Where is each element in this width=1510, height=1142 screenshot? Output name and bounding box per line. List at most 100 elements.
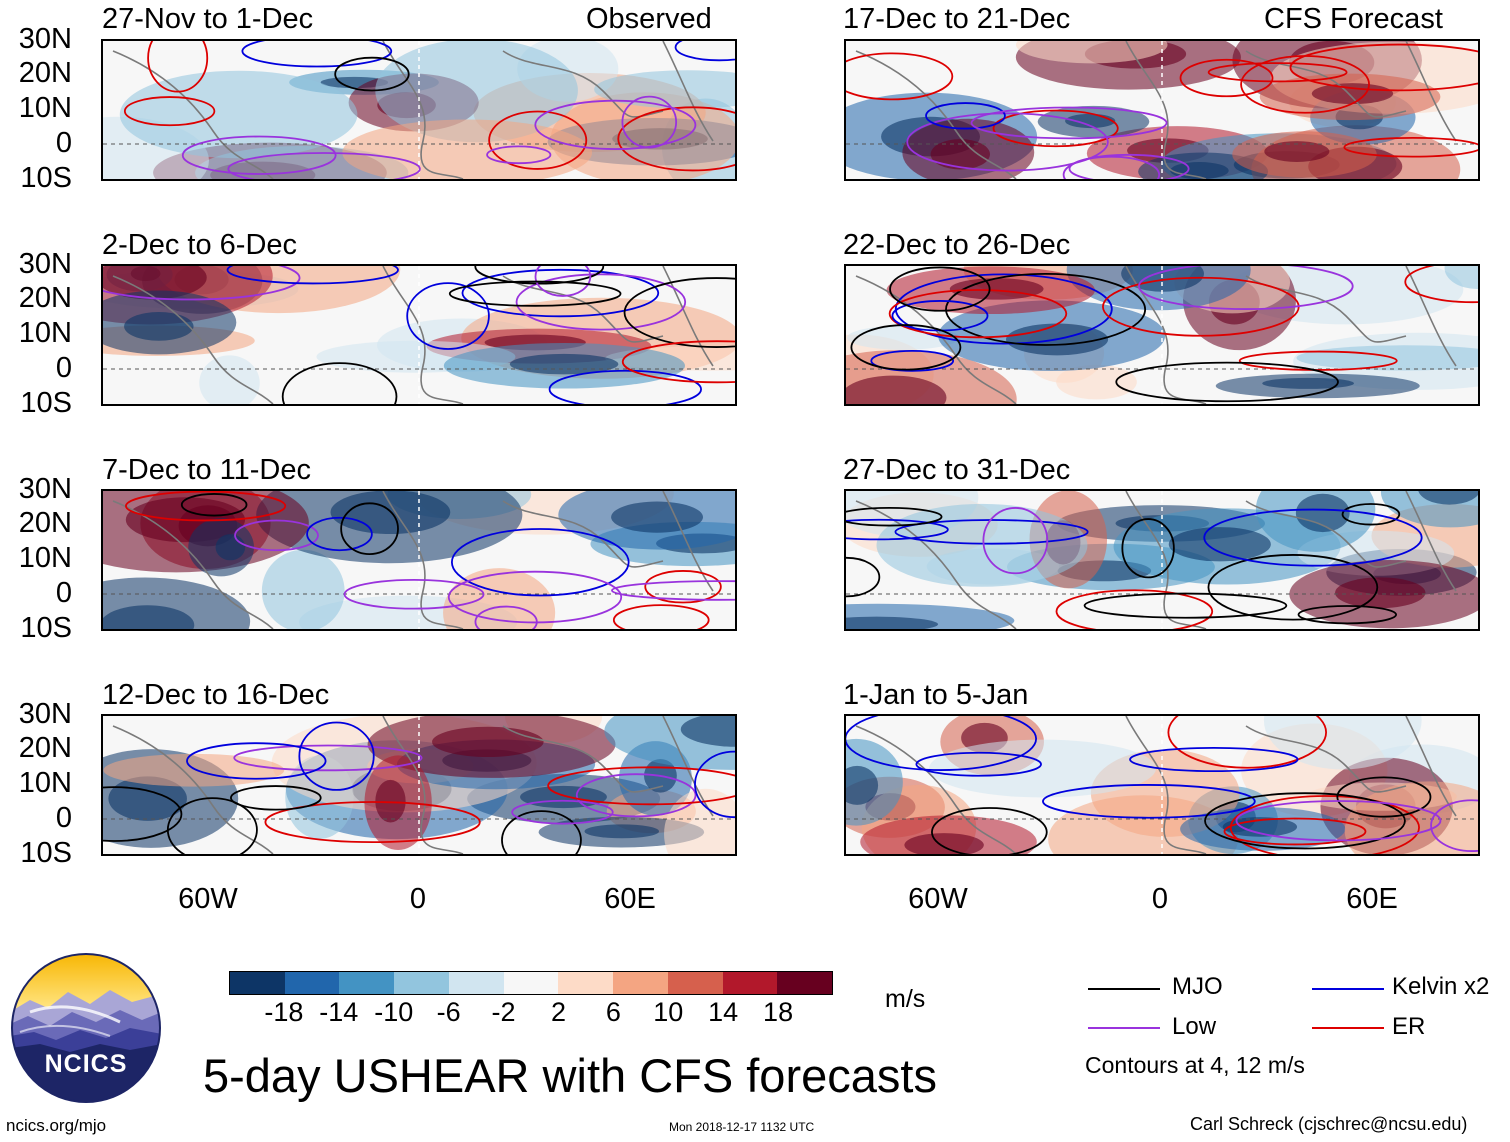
low-contour — [1062, 155, 1161, 179]
shear-region — [846, 325, 960, 350]
shear-core — [1222, 817, 1298, 837]
kelvin-contour — [925, 102, 1006, 130]
er-contour — [644, 570, 722, 604]
logo-text: NCICS — [44, 1050, 128, 1078]
shear-core — [680, 716, 735, 747]
shear-core — [1295, 493, 1350, 533]
colorbar-swatch — [558, 972, 614, 994]
mjo-contour — [1341, 503, 1401, 526]
shear-region — [375, 41, 578, 143]
shear-region — [1444, 266, 1478, 290]
shear-core — [1311, 83, 1394, 105]
mjo-contour — [931, 807, 1048, 854]
lat-label: 10N — [18, 767, 72, 799]
low-contour — [1430, 799, 1478, 852]
er-contour — [1207, 62, 1348, 83]
mjo-contour — [889, 266, 991, 312]
er-contour — [617, 106, 735, 172]
kelvin-contour — [298, 721, 375, 791]
mjo-contour — [846, 556, 881, 598]
shear-region — [342, 119, 592, 179]
lon-label: 0 — [1151, 883, 1169, 915]
mjo-contour — [166, 797, 258, 854]
ncics-logo: NCICS — [10, 952, 162, 1104]
legend-label: Kelvin x2 — [1392, 973, 1490, 1000]
lat-label: 20N — [18, 57, 72, 89]
footer-credit: Carl Schreck (cjschrec@ncsu.edu) — [1190, 1114, 1468, 1134]
kelvin-contour — [846, 518, 949, 541]
colorbar-tick-label: 6 — [605, 997, 621, 1027]
kelvin-contour — [1042, 784, 1256, 819]
shear-region — [594, 70, 735, 109]
mjo-contour — [334, 56, 410, 92]
mjo-contour — [850, 324, 962, 371]
kelvin-contour — [548, 369, 702, 404]
colorbar-swatch — [230, 972, 285, 994]
shear-core — [215, 534, 246, 561]
shear-core — [846, 765, 879, 805]
er-contour — [1404, 266, 1478, 304]
er-contour — [1055, 589, 1214, 629]
mjo-contour — [448, 280, 622, 307]
lat-label: 20N — [18, 732, 72, 764]
low-contour — [970, 106, 1168, 140]
mjo-contour — [1297, 605, 1398, 625]
colorbar-tick-label: -10 — [374, 997, 414, 1027]
shear-region — [876, 503, 1088, 587]
lon-label: 60E — [1346, 883, 1398, 915]
colorbar-tick-label: 14 — [708, 997, 739, 1027]
colorbar-swatch — [284, 972, 340, 994]
low-contour — [1138, 266, 1354, 310]
mjo-contour — [1207, 554, 1379, 621]
mjo-contour — [281, 362, 398, 404]
coastline — [112, 41, 714, 179]
panel-title: 27-Nov to 1-Dec — [102, 3, 314, 35]
mjo-contour — [1121, 518, 1175, 579]
er-contour — [1238, 350, 1398, 371]
footer-url[interactable]: ncics.org/mjo — [6, 1116, 107, 1135]
mjo-contour — [846, 506, 943, 527]
shear-core — [1262, 377, 1355, 389]
low-contour — [575, 773, 697, 818]
shear-core — [930, 139, 990, 170]
shear-core — [375, 779, 406, 823]
map-panel-1 — [101, 39, 737, 181]
er-contour — [1179, 58, 1274, 98]
kelvin-contour — [1203, 508, 1423, 567]
mjo-contour — [1204, 792, 1406, 850]
mjo-contour — [623, 277, 735, 348]
shear-core — [846, 375, 947, 404]
coastline — [112, 716, 714, 854]
shear-region — [1056, 364, 1137, 400]
colorbar-swatch — [667, 972, 723, 994]
er-contour — [547, 766, 735, 806]
kelvin-contour — [1129, 746, 1299, 773]
er-contour — [147, 41, 209, 93]
kelvin-contour — [226, 266, 399, 285]
contour-note: Contours at 4, 12 m/s — [1085, 1052, 1305, 1078]
shear-core — [520, 785, 607, 809]
low-contour — [233, 744, 423, 772]
legend-swatch-kelvin — [1312, 988, 1384, 990]
kelvin-contour — [694, 750, 735, 819]
low-contour — [511, 799, 614, 825]
er-contour — [621, 340, 735, 384]
lat-label: 30N — [18, 473, 72, 505]
map-panel-7 — [844, 489, 1480, 631]
er-contour — [992, 109, 1119, 148]
mjo-contour — [1336, 776, 1432, 818]
lat-label: 30N — [18, 248, 72, 280]
shear-core — [1335, 577, 1426, 609]
colorbar-tick-label: 2 — [550, 997, 566, 1027]
shear-core — [103, 605, 195, 629]
panel-tag: Observed — [586, 3, 712, 35]
shear-core — [846, 616, 939, 629]
lat-label: 10N — [18, 92, 72, 124]
mjo-contour — [945, 272, 1147, 346]
low-contour — [611, 580, 735, 601]
shear-core — [103, 266, 207, 300]
mjo-contour — [1083, 592, 1288, 619]
low-contour — [486, 145, 552, 165]
shear-core — [124, 311, 194, 341]
shear-core — [1121, 266, 1204, 292]
